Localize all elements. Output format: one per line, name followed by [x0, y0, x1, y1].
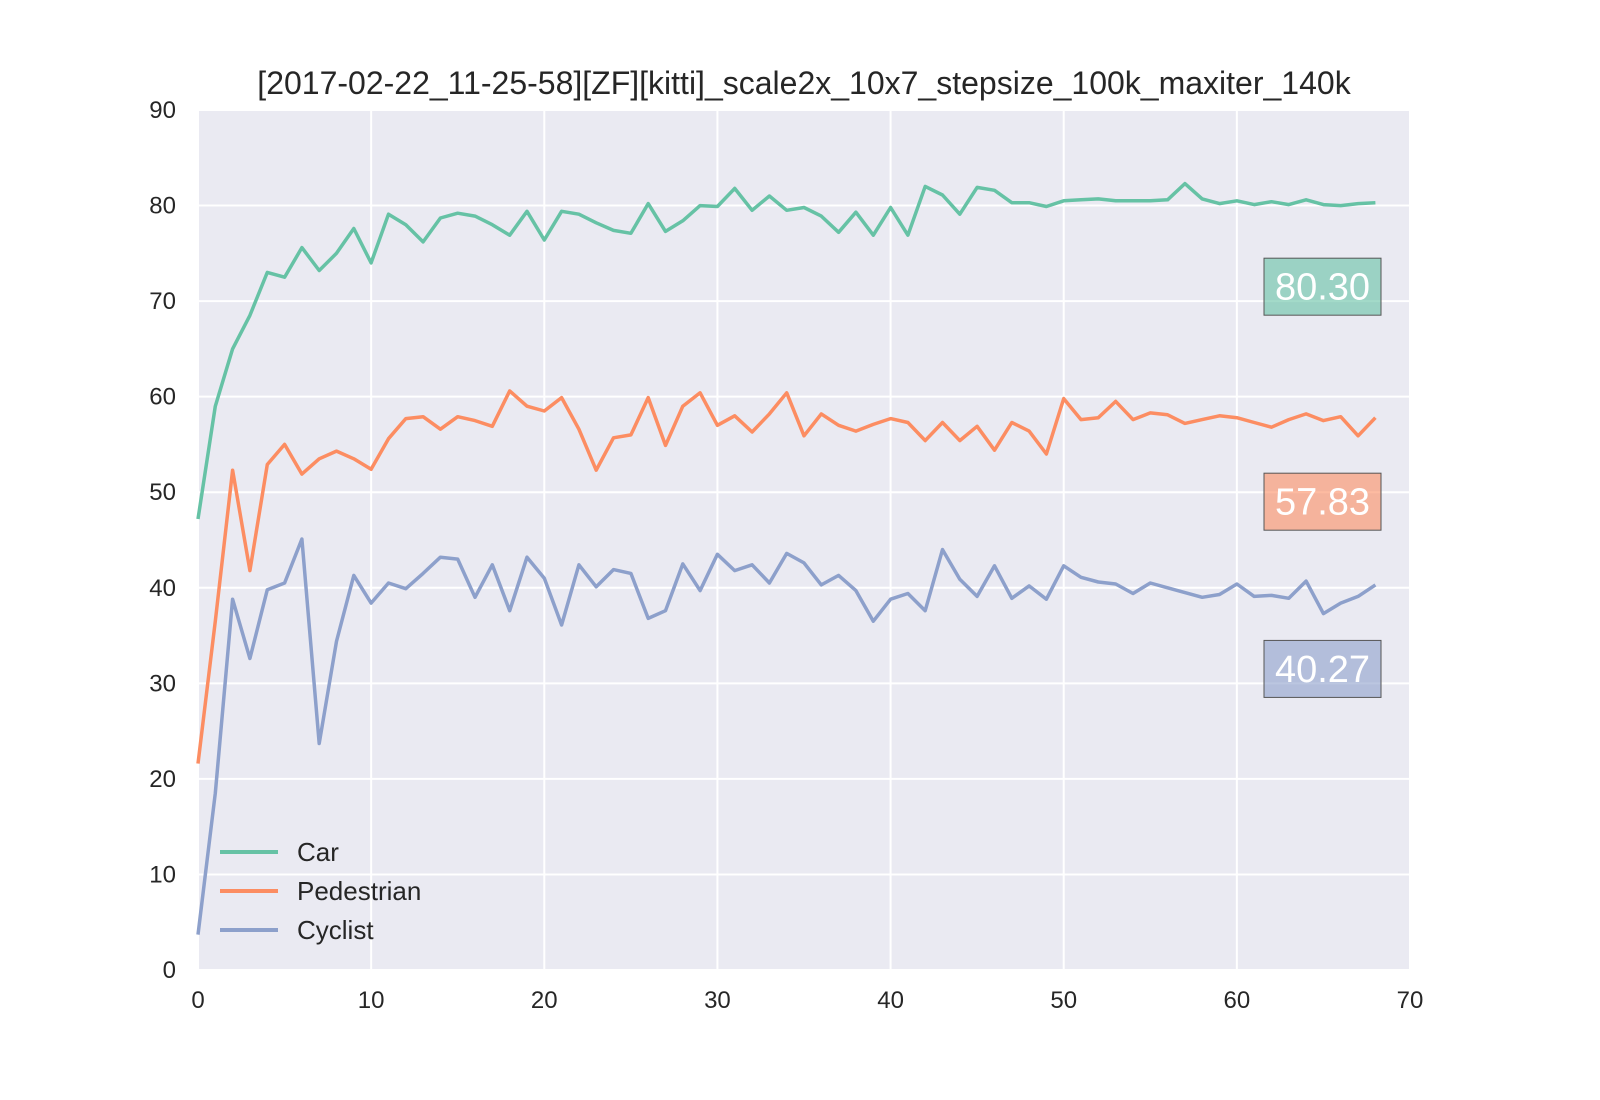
legend-label: Pedestrian: [297, 876, 421, 906]
y-axis-ticks: 0 10 20 30 40 50 60 70 80 90: [149, 97, 176, 984]
y-tick-label: 70: [149, 288, 176, 315]
badge-value: 40.27: [1275, 649, 1370, 691]
badge-value: 57.83: [1275, 482, 1370, 524]
y-tick-label: 30: [149, 670, 176, 697]
x-axis-ticks: 0 10 20 30 40 50 60 70: [191, 987, 1423, 1014]
plot-area: [198, 110, 1410, 970]
legend-label: Car: [297, 837, 339, 867]
x-tick-label: 0: [191, 987, 204, 1014]
legend-item-pedestrian: Pedestrian: [220, 876, 421, 906]
y-tick-label: 60: [149, 384, 176, 411]
x-tick-label: 40: [877, 987, 904, 1014]
final-value-badges: 80.30 57.83 40.27: [1263, 257, 1382, 698]
legend: Car Pedestrian Cyclist: [220, 837, 421, 945]
badge-box: [1263, 472, 1382, 531]
y-tick-label: 90: [149, 97, 176, 124]
x-tick-label: 20: [531, 987, 558, 1014]
badge-box: [1263, 639, 1382, 698]
badge-pedestrian: 57.83: [1263, 472, 1382, 531]
x-tick-label: 60: [1224, 987, 1251, 1014]
grid-lines: [197, 109, 1411, 971]
legend-label: Cyclist: [297, 915, 374, 945]
x-tick-label: 70: [1397, 987, 1424, 1014]
y-tick-label: 40: [149, 575, 176, 602]
series-line-car: [196, 181, 1376, 520]
badge-box: [1263, 257, 1382, 316]
y-tick-label: 50: [149, 479, 176, 506]
y-tick-label: 0: [163, 957, 176, 984]
series-lines: [196, 181, 1377, 935]
y-tick-label: 20: [149, 766, 176, 793]
y-tick-label: 80: [149, 193, 176, 220]
badge-cyclist: 40.27: [1263, 639, 1382, 698]
legend-item-cyclist: Cyclist: [220, 915, 374, 945]
series-line-cyclist: [196, 537, 1377, 935]
x-tick-label: 50: [1050, 987, 1077, 1014]
y-tick-label: 10: [149, 861, 176, 888]
x-tick-label: 10: [358, 987, 385, 1014]
chart-title: [2017-02-22_11-25-58][ZF][kitti]_scale2x…: [257, 65, 1351, 101]
badge-car: 80.30: [1263, 257, 1382, 316]
legend-item-car: Car: [220, 837, 339, 867]
badge-value: 80.30: [1275, 267, 1370, 309]
x-tick-label: 30: [704, 987, 731, 1014]
series-line-pedestrian: [196, 389, 1377, 764]
